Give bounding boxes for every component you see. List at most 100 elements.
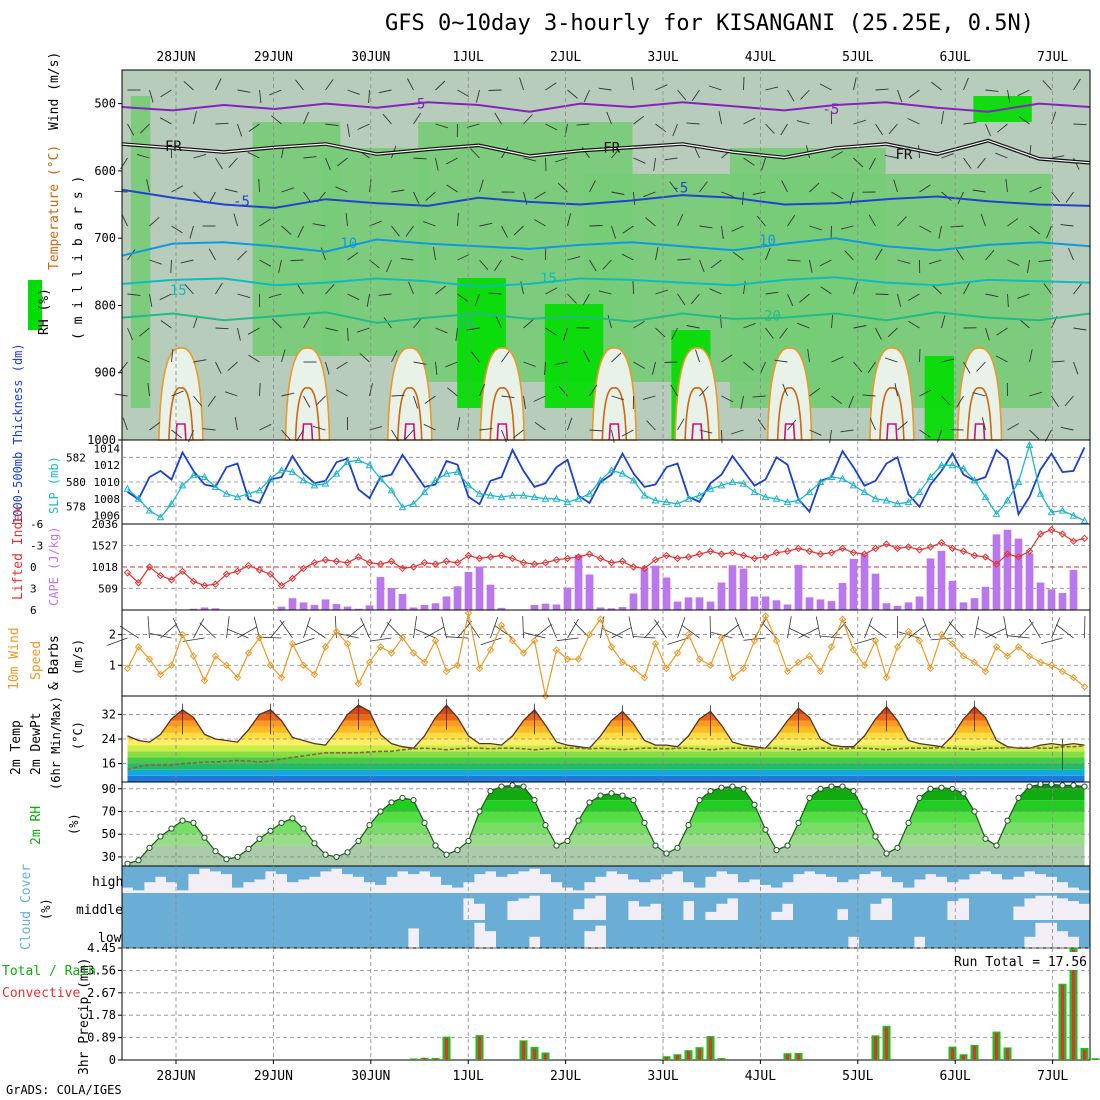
lifted-index-marker [827,548,836,557]
slp-marker [497,493,506,501]
upper-wind-barb [281,225,292,236]
slp-marker [904,498,913,506]
upper-wind-barb [743,117,756,125]
upper-wind-barb [576,123,590,126]
cloud-bar-middle [826,893,838,920]
upper-wind-barb [677,258,691,261]
temp-fill-stripe [127,775,1085,782]
cape-bar [948,580,957,610]
wind-speed-marker [794,658,803,666]
cloud-bar-high [430,866,442,877]
wind-speed-marker [783,667,792,676]
lifted-index-marker [420,558,429,567]
cloud-bar-middle [485,893,497,920]
slp-marker [464,481,473,489]
rh-marker [179,817,186,824]
hot-plume-contour [601,387,628,441]
rh-marker [982,835,989,842]
upper-wind-barb [435,327,448,334]
wind-speed-marker [1080,683,1089,691]
upper-wind-barb [981,417,986,431]
lifted-index-line [127,529,1085,587]
cloud-bar-middle [177,893,189,920]
cloud-bar-high [287,866,299,883]
cloud-bar-low [419,920,431,948]
cloud-bar-middle [221,893,233,920]
cloud-bar-high [914,866,926,880]
lifted-index-marker [684,553,693,561]
lifted-index-marker [849,548,858,557]
surface-wind-barb [226,616,230,639]
wind-speed-marker [805,652,814,660]
rh-marker [916,794,923,801]
cape-bar [200,607,209,610]
cloud-bar-middle [771,893,783,912]
cloud-bar-low [925,920,937,948]
precip-label: 3hr Precip (mm) [77,958,92,1075]
upper-wind-barb [413,361,427,365]
cloud-bar-high [441,866,453,885]
upper-wind-barb [545,287,558,295]
upper-wind-barb [149,89,154,103]
x-tick-label-bottom: 5JUL [842,1069,873,1084]
cape-bar [585,574,594,610]
upper-wind-barb [819,259,832,267]
upper-wind-barb [686,325,700,329]
pressure-axis-tick-label: 1000 [87,433,116,447]
rh-marker [1059,782,1066,789]
cloud-bar-high [661,866,673,875]
upper-wind-barb [237,123,243,137]
rh-marker [619,792,626,799]
upper-wind-barb [693,145,700,159]
surface-wind-barb [369,637,392,642]
wind-speed-marker [1047,661,1056,669]
rh-marker [608,790,615,797]
upper-wind-barb [545,82,557,91]
precip-convective-bar [720,1058,723,1060]
upper-wind-barb [391,225,400,237]
cloud-bar-middle [188,893,200,920]
cloud-bar-low [848,920,860,937]
cape-bar [882,603,891,610]
cloud-bar-high [870,866,882,872]
cloud-bar-low [782,920,794,948]
upper-wind-barb [787,293,794,307]
upper-wind-barb [664,361,678,363]
lifted-index-marker [816,550,825,558]
cloud-bar-low [727,920,739,948]
lifted-index-marker [145,563,154,571]
cloud-bar-middle [551,893,563,920]
upper-wind-barb [494,259,502,272]
wind-speed-marker [200,676,209,685]
slp-label: SLP (mb) [47,456,61,514]
contour-label: -5 [408,97,425,113]
rh-marker [938,784,945,791]
upper-wind-barb [743,76,745,91]
cloud-bar-high [298,866,310,880]
wind-panel-frame [121,609,1091,697]
hot-plume-contour [168,387,194,441]
precip-panel-frame [121,947,1091,1061]
hot-plume-contour [396,387,423,441]
surface-wind-barb [360,617,370,639]
dewpoint-line [127,745,1085,771]
upper-wind-barb [149,422,161,431]
surface-wind-barb [1041,637,1063,645]
wind-speed-marker [552,646,561,654]
cloud-bar-high [342,866,354,875]
cloud-bar-middle [397,893,409,920]
pressure-axis-tick-label: 800 [94,298,116,312]
cloud-bar-high [540,866,552,875]
upper-wind-barb [479,179,484,193]
upper-wind-barb [669,181,678,193]
cloud-bar-middle [210,893,222,920]
cloud-bar-middle [760,893,772,920]
upper-wind-barb [765,291,779,295]
contour-label: FR [165,139,182,155]
cloud-bar-low [474,920,486,923]
cloud-bar-low [859,920,871,948]
cape-bar [277,606,286,610]
lifted-index-marker [486,553,495,561]
precip-convective-bar [874,1036,877,1060]
